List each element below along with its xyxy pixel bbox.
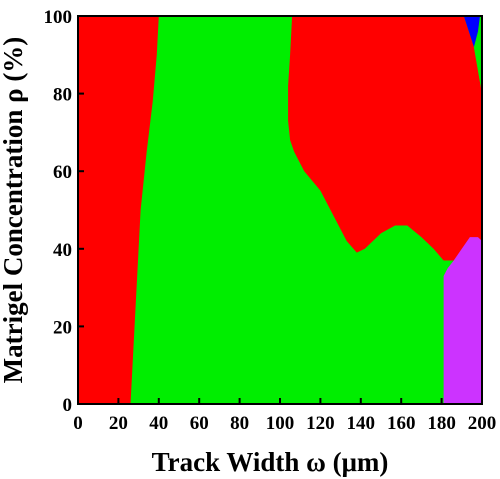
x-tick-label: 20 <box>109 413 128 434</box>
phase-region-5 <box>463 16 480 48</box>
x-tick-label: 100 <box>266 413 295 434</box>
x-tick-label: 0 <box>73 413 83 434</box>
y-tick-label: 80 <box>53 85 72 106</box>
y-tick-label: 100 <box>44 7 73 28</box>
x-tick-label: 180 <box>427 413 456 434</box>
y-tick-label: 40 <box>53 240 72 261</box>
plot-frame <box>77 15 483 405</box>
y-tick-label: 20 <box>53 317 72 338</box>
phase-regions <box>78 16 482 404</box>
y-tick-label: 0 <box>63 395 73 416</box>
y-tick-label: 60 <box>53 162 72 183</box>
x-tick-label: 160 <box>387 413 416 434</box>
phase-region-0 <box>78 16 159 404</box>
x-tick-label: 200 <box>468 413 497 434</box>
x-tick-label: 120 <box>306 413 335 434</box>
x-tick-label: 140 <box>347 413 376 434</box>
phase-region-3 <box>443 237 482 404</box>
x-tick-label: 80 <box>230 413 249 434</box>
x-tick-label: 60 <box>190 413 209 434</box>
y-axis-title: Matrigel Concentration ρ (%) <box>0 37 28 384</box>
x-tick-label: 40 <box>149 413 168 434</box>
x-axis-ticks: 0 20 40 60 80 100 120 140 160 180 200 <box>73 398 496 434</box>
x-axis-title: Track Width ω (μm) <box>152 447 389 477</box>
phase-region-2 <box>288 16 482 261</box>
